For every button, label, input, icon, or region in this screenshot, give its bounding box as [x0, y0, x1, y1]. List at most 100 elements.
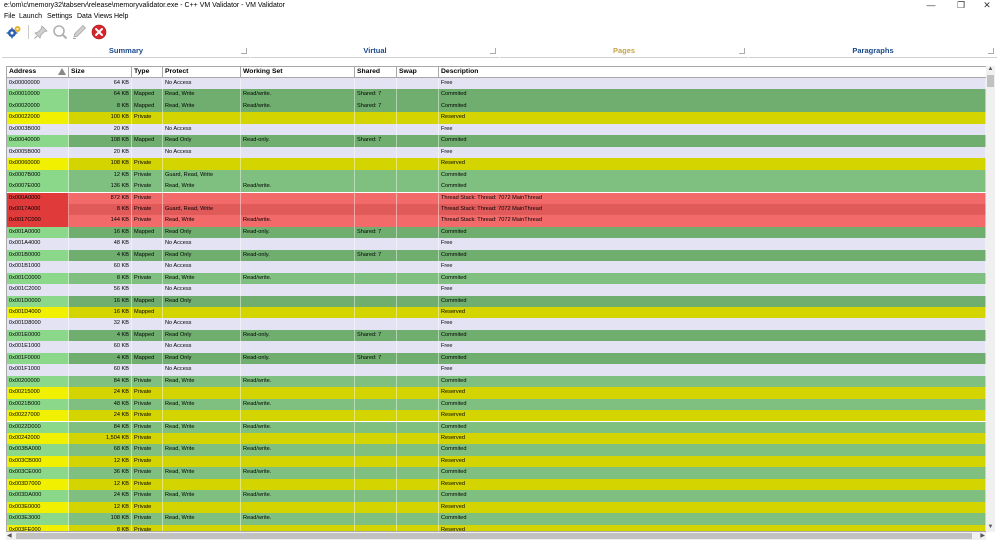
table-row[interactable]: 0x00215000 24 KB Private Reserved: [7, 387, 986, 399]
table-row[interactable]: 0x001F0000 4 KB Mapped Read Only Read-only. S…: [7, 352, 986, 365]
cell-protect: [163, 387, 241, 399]
table-row[interactable]: 0x0007E000 136 KB Private Read, Write Read/w…: [7, 181, 986, 193]
menu-help[interactable]: Help: [114, 13, 129, 20]
table-row[interactable]: 0x0017C000 144 KB Private Read, Write Read/w…: [7, 215, 986, 227]
gears-settings-icon[interactable]: [6, 24, 22, 40]
table-row[interactable]: 0x0003B000 20 KB No Access Free: [7, 123, 986, 136]
column-header-size[interactable]: Size: [69, 67, 132, 77]
table-row[interactable]: 0x0022D000 84 KB Private Read, Write Read/wr…: [7, 421, 986, 433]
table-row[interactable]: 0x001B0000 4 KB Mapped Read Only Read-only. S…: [7, 249, 986, 262]
tab-pages[interactable]: Pages: [500, 44, 748, 58]
cell-size: 84 KB: [69, 421, 132, 433]
table-row[interactable]: 0x00242000 1,504 KB Private Reserved: [7, 432, 986, 445]
table-row[interactable]: 0x001A0000 16 KB Mapped Read Only Read-only.…: [7, 226, 986, 239]
table-row[interactable]: 0x0021B000 48 KB Private Read, Write Read/wr…: [7, 398, 986, 411]
table-row[interactable]: 0x000A0000 872 KB Private Thread Stack: Thr…: [7, 192, 986, 204]
table-row[interactable]: 0x00200000 84 KB Private Read, Write Read/wr…: [7, 375, 986, 388]
cell-working-set: Read/write.: [241, 421, 355, 433]
stop-icon[interactable]: [91, 24, 107, 40]
cell-protect: Read, Write: [163, 490, 241, 502]
column-header-address[interactable]: Address: [7, 67, 69, 77]
table-row[interactable]: 0x0017A000 8 KB Private Guard, Read, Write T…: [7, 203, 986, 216]
restore-icon[interactable]: ❐: [956, 0, 966, 10]
cell-shared: [355, 272, 397, 285]
scroll-down-icon[interactable]: ▼: [987, 524, 994, 530]
table-row[interactable]: 0x003D7000 12 KB Private Reserved: [7, 478, 986, 491]
table-row[interactable]: 0x00022000 100 KB Private Reserved: [7, 112, 986, 124]
table-row[interactable]: 0x0007B000 12 KB Private Guard, Read, Write…: [7, 169, 986, 182]
table-row[interactable]: 0x001C2000 56 KB No Access Free: [7, 284, 986, 296]
cell-description: Thread Stack: Thread: 7072 MainThread: [439, 203, 986, 216]
horizontal-scrollbar[interactable]: ◀ ▶: [6, 532, 986, 540]
column-header-type[interactable]: Type: [132, 67, 163, 77]
column-header-shared[interactable]: Shared: [355, 67, 397, 77]
table-row[interactable]: 0x003CE000 36 KB Private Read, Write Read/wr…: [7, 467, 986, 479]
table-row[interactable]: 0x00040000 108 KB Mapped Read Only Read-only…: [7, 135, 986, 147]
table-row[interactable]: 0x001E1000 60 KB No Access Free: [7, 341, 986, 353]
cell-description: Reserved: [439, 524, 986, 531]
column-header-protect[interactable]: Protect: [163, 67, 241, 77]
table-row[interactable]: 0x003CB000 12 KB Private Reserved: [7, 455, 986, 468]
table-row[interactable]: 0x00227000 24 KB Private Reserved: [7, 410, 986, 422]
table-row[interactable]: 0x00060000 108 KB Private Reserved: [7, 158, 986, 170]
table-row[interactable]: 0x003FE000 8 KB Private Reserved: [7, 524, 986, 531]
cell-protect: [163, 478, 241, 491]
table-row[interactable]: 0x0005B000 20 KB No Access Free: [7, 146, 986, 159]
cell-shared: [355, 158, 397, 170]
menu-data-views[interactable]: Data Views: [77, 13, 113, 20]
cell-address: 0x0007B000: [7, 169, 69, 182]
vertical-scrollbar[interactable]: ▲ ▼: [986, 66, 995, 532]
cell-size: 144 KB: [69, 215, 132, 227]
cell-size: 108 KB: [69, 158, 132, 170]
table-row[interactable]: 0x003DA000 24 KB Private Read, Write Read/wr…: [7, 490, 986, 502]
table-row[interactable]: 0x003E3000 108 KB Private Read, Write Read/w…: [7, 513, 986, 525]
cell-type: Private: [132, 203, 163, 216]
table-row[interactable]: 0x003E0000 12 KB Private Reserved: [7, 501, 986, 514]
cell-size: 16 KB: [69, 307, 132, 319]
table-row[interactable]: 0x00000000 64 KB No Access Free: [7, 78, 986, 90]
column-header-swap[interactable]: Swap: [397, 67, 439, 77]
column-header-description[interactable]: Description: [439, 67, 986, 77]
table-row[interactable]: 0x00020000 8 KB Mapped Read, Write Read/writ…: [7, 100, 986, 113]
column-header-working-set[interactable]: Working Set: [241, 67, 355, 77]
magnifier-icon[interactable]: [52, 24, 68, 40]
scroll-left-icon[interactable]: ◀: [7, 533, 12, 539]
horizontal-scroll-thumb[interactable]: [16, 533, 972, 539]
close-window-icon[interactable]: ✕: [983, 0, 991, 10]
table-row[interactable]: 0x001D8000 32 KB No Access Free: [7, 318, 986, 330]
table-row[interactable]: 0x003BA000 68 KB Private Read, Write Read/wr…: [7, 444, 986, 456]
table-row[interactable]: 0x00010000 64 KB Mapped Read, Write Read/wri…: [7, 89, 986, 101]
table-row[interactable]: 0x001E0000 4 KB Mapped Read Only Read-only. S…: [7, 329, 986, 342]
tab-summary[interactable]: Summary: [2, 44, 250, 58]
menu-settings[interactable]: Settings: [47, 13, 73, 20]
cell-protect: Read, Write: [163, 375, 241, 388]
cell-swap: [397, 398, 439, 411]
cell-swap: [397, 410, 439, 422]
vertical-scroll-thumb[interactable]: [987, 75, 994, 87]
edit-icon[interactable]: [71, 24, 87, 40]
table-row[interactable]: 0x001D4000 16 KB Mapped Reserved: [7, 307, 986, 319]
table-row[interactable]: 0x001A4000 48 KB No Access Free: [7, 238, 986, 250]
table-row[interactable]: 0x001B1000 60 KB No Access Free: [7, 261, 986, 273]
scroll-right-icon[interactable]: ▶: [980, 533, 985, 539]
cell-description: Free: [439, 261, 986, 273]
tab-corner-icon: [241, 48, 247, 54]
table-row[interactable]: 0x001D0000 16 KB Mapped Read Only Commited: [7, 295, 986, 307]
menu-launch[interactable]: Launch: [19, 13, 42, 20]
cell-description: Reserved: [439, 478, 986, 491]
cell-swap: [397, 421, 439, 433]
cell-size: 56 KB: [69, 284, 132, 296]
cell-address: 0x003CB000: [7, 455, 69, 468]
menu-file[interactable]: File: [4, 13, 16, 20]
tab-virtual[interactable]: Virtual: [251, 44, 499, 58]
pin-icon[interactable]: [33, 24, 49, 40]
minimize-icon[interactable]: —: [926, 0, 936, 10]
table-row[interactable]: 0x001C0000 8 KB Private Read, Write Read/wri…: [7, 272, 986, 285]
tab-paragraphs[interactable]: Paragraphs: [749, 44, 997, 58]
scroll-up-icon[interactable]: ▲: [987, 66, 994, 72]
cell-shared: Shared: 7: [355, 100, 397, 113]
cell-type: Private: [132, 192, 163, 204]
cell-swap: [397, 478, 439, 491]
cell-working-set: Read/write.: [241, 467, 355, 479]
table-row[interactable]: 0x001F1000 60 KB No Access Free: [7, 364, 986, 376]
